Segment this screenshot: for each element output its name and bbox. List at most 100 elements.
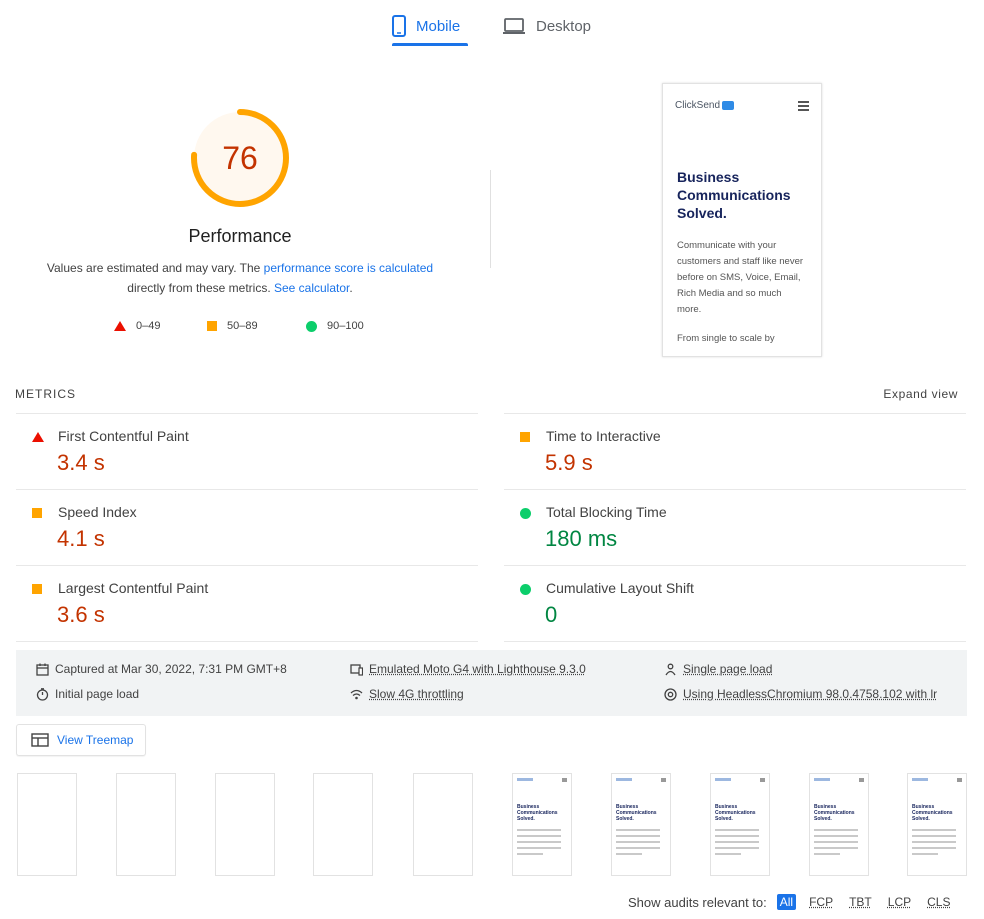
view-treemap-button[interactable]: View Treemap bbox=[16, 724, 146, 756]
tab-mobile[interactable]: Mobile bbox=[392, 6, 460, 46]
final-screenshot[interactable]: ClickSend Business Communications Solved… bbox=[662, 83, 822, 357]
filmstrip-frame: Business Communications Solved. bbox=[907, 773, 967, 876]
metric-title: Speed Index bbox=[58, 504, 137, 520]
filmstrip-frame bbox=[413, 773, 473, 876]
browser-version[interactable]: Using HeadlessChromium 98.0.4758.102 wit… bbox=[664, 687, 937, 701]
screenshot-heading: Business Communications Solved. bbox=[677, 169, 791, 221]
metric-value: 3.4 s bbox=[57, 450, 105, 475]
audits-filter: Show audits relevant to: All FCP TBT LCP… bbox=[628, 894, 953, 910]
filmstrip-frame: Business Communications Solved. bbox=[512, 773, 572, 876]
metric-value: 180 ms bbox=[545, 526, 618, 551]
tab-mobile-label: Mobile bbox=[416, 17, 461, 35]
view-treemap-label: View Treemap bbox=[57, 733, 134, 747]
metric-cumulative-layout-shift: Cumulative Layout Shift 0 bbox=[504, 565, 966, 642]
metric-largest-contentful-paint: Largest Contentful Paint 3.6 s bbox=[16, 565, 478, 642]
legend-fail-label: 0–49 bbox=[136, 320, 161, 332]
initial-load-text: Initial page load bbox=[55, 687, 140, 701]
performance-gauge: 76 bbox=[190, 108, 290, 208]
metric-value: 4.1 s bbox=[57, 526, 105, 551]
filter-chip-lcp[interactable]: LCP bbox=[887, 895, 912, 909]
filmstrip-frame: Business Communications Solved. bbox=[611, 773, 671, 876]
metric-value: 0 bbox=[545, 602, 558, 627]
metric-title: Largest Contentful Paint bbox=[58, 580, 209, 596]
see-calculator-link[interactable]: See calculator bbox=[273, 281, 350, 295]
circle-icon bbox=[520, 508, 531, 519]
legend-pass: 90–100 bbox=[306, 318, 364, 334]
metric-title: Time to Interactive bbox=[546, 428, 661, 444]
square-icon bbox=[207, 321, 217, 331]
metric-speed-index: Speed Index 4.1 s bbox=[16, 489, 478, 565]
metric-title: Cumulative Layout Shift bbox=[546, 580, 694, 596]
treemap-icon bbox=[31, 733, 49, 747]
person-icon bbox=[665, 663, 676, 675]
triangle-icon bbox=[114, 321, 126, 331]
initial-page-load: Initial page load bbox=[36, 687, 139, 701]
session-text: Single page load bbox=[683, 662, 773, 676]
tab-desktop-label: Desktop bbox=[536, 17, 592, 35]
filter-chip-fcp[interactable]: FCP bbox=[809, 895, 834, 909]
screenshot-body: Communicate with your customers and staf… bbox=[677, 240, 804, 315]
desc-text: Values are estimated and may vary. The bbox=[46, 261, 264, 275]
metric-time-to-interactive: Time to Interactive 5.9 s bbox=[504, 413, 966, 489]
wifi-icon bbox=[350, 689, 363, 699]
legend-pass-label: 90–100 bbox=[327, 320, 364, 332]
metric-first-contentful-paint: First Contentful Paint 3.4 s bbox=[16, 413, 478, 489]
emulated-device[interactable]: Emulated Moto G4 with Lighthouse 9.3.0 bbox=[350, 662, 586, 676]
desc-period: . bbox=[349, 281, 353, 295]
hamburger-menu-icon bbox=[798, 101, 809, 113]
captured-at: Captured at Mar 30, 2022, 7:31 PM GMT+8 bbox=[36, 662, 287, 676]
smartphone-icon bbox=[392, 15, 406, 37]
filter-chip-all[interactable]: All bbox=[776, 894, 797, 910]
runtime-settings: Captured at Mar 30, 2022, 7:31 PM GMT+8 … bbox=[16, 650, 967, 716]
filter-chip-tbt[interactable]: TBT bbox=[849, 895, 872, 909]
performance-score: 76 bbox=[222, 139, 258, 176]
legend-fail: 0–49 bbox=[114, 318, 160, 334]
filmstrip-frame bbox=[313, 773, 373, 876]
circle-icon bbox=[306, 320, 317, 332]
throttling-text: Slow 4G throttling bbox=[369, 687, 464, 701]
tab-desktop[interactable]: Desktop bbox=[502, 6, 591, 46]
filmstrip-frame: Business Communications Solved. bbox=[710, 773, 770, 876]
square-icon bbox=[520, 432, 530, 442]
desc-text-2: directly from these metrics. bbox=[127, 281, 274, 295]
calendar-icon bbox=[36, 663, 49, 676]
devices-icon bbox=[350, 663, 363, 676]
filter-chip-cls[interactable]: CLS bbox=[927, 895, 951, 909]
filmstrip-frame bbox=[17, 773, 77, 876]
screenshot-body-2: From single to scale by bbox=[677, 333, 775, 344]
filmstrip-frame bbox=[215, 773, 275, 876]
screenshot-logo: ClickSend bbox=[675, 100, 735, 111]
laptop-icon bbox=[503, 18, 525, 34]
filmstrip-frame bbox=[116, 773, 176, 876]
timer-icon bbox=[36, 687, 49, 701]
metric-total-blocking-time: Total Blocking Time 180 ms bbox=[504, 489, 966, 565]
network-throttling[interactable]: Slow 4G throttling bbox=[350, 687, 464, 701]
legend-average-label: 50–89 bbox=[227, 320, 258, 332]
audits-filter-label: Show audits relevant to: bbox=[628, 894, 767, 910]
chrome-icon bbox=[664, 687, 677, 701]
single-page-load[interactable]: Single page load bbox=[664, 662, 772, 676]
score-calculated-link[interactable]: performance score is calculated bbox=[263, 261, 434, 275]
circle-icon bbox=[520, 584, 531, 595]
screenshot-logo-text: ClickSend bbox=[675, 100, 721, 111]
device-text: Emulated Moto G4 with Lighthouse 9.3.0 bbox=[369, 662, 586, 676]
browser-text: Using HeadlessChromium 98.0.4758.102 wit… bbox=[683, 687, 938, 701]
performance-title: Performance bbox=[188, 226, 292, 246]
square-icon bbox=[32, 508, 42, 518]
metrics-heading: METRICS bbox=[15, 387, 76, 401]
divider bbox=[490, 170, 491, 268]
metric-value: 5.9 s bbox=[545, 450, 593, 475]
filmstrip-frame: Business Communications Solved. bbox=[809, 773, 869, 876]
logo-chat-icon bbox=[722, 101, 735, 110]
captured-text: Captured at Mar 30, 2022, 7:31 PM GMT+8 bbox=[55, 662, 287, 676]
performance-description: Values are estimated and may vary. The p… bbox=[20, 258, 460, 298]
expand-view-toggle[interactable]: Expand view bbox=[883, 387, 958, 401]
square-icon bbox=[32, 584, 42, 594]
device-tabs: Mobile Desktop bbox=[0, 0, 984, 48]
legend-average: 50–89 bbox=[207, 318, 258, 334]
metric-value: 3.6 s bbox=[57, 602, 105, 627]
triangle-icon bbox=[32, 432, 44, 442]
metric-title: First Contentful Paint bbox=[58, 428, 189, 444]
active-tab-indicator bbox=[392, 43, 468, 46]
metric-title: Total Blocking Time bbox=[546, 504, 667, 520]
